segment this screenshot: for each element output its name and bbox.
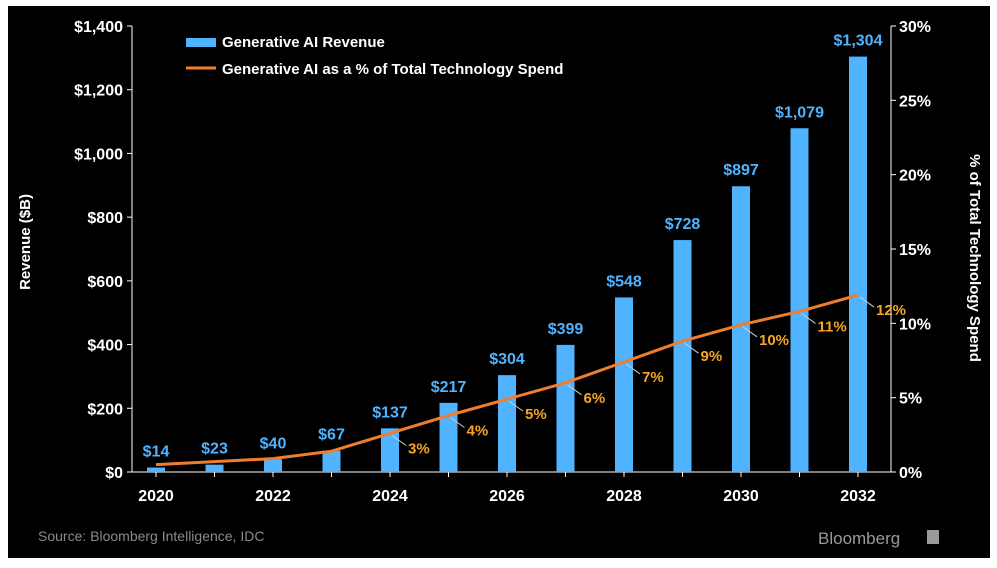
bar [732,186,750,472]
y-tick-label-right: 30% [899,19,931,36]
bar-value-label: $548 [606,273,642,290]
bar-value-label: $304 [489,351,525,368]
x-tick-label: 2020 [138,488,174,505]
bar-value-label: $67 [318,427,345,444]
pct-label-leader [742,326,758,338]
bar [381,428,399,472]
chart-svg: Revenue ($B) % of Total Technology Spend… [17,19,983,548]
pct-value-label: 11% [818,318,847,335]
y-tick-label-left: $600 [87,274,123,291]
pct-label-leader [391,434,407,446]
x-tick-label: 2030 [723,488,759,505]
bar [498,375,516,472]
legend: Generative AI Revenue Generative AI as a… [186,34,563,78]
y-axis-title-right: % of Total Technology Spend [966,154,983,362]
y-tick-label-right: 5% [899,391,922,408]
bar [673,240,692,472]
pct-label-leader [625,363,641,375]
y-axis-title-left: Revenue ($B) [17,194,34,290]
pct-value-label: 6% [584,390,606,407]
y-tick-label-left: $1,400 [74,19,123,36]
bar [790,128,809,473]
bar-value-label: $1,304 [834,33,883,50]
x-tick-label: 2022 [255,488,291,505]
source-note: Source: Bloomberg Intelligence, IDC [38,528,264,544]
bloomberg-logo: Bloomberg [818,529,939,548]
bar-value-label: $14 [143,444,170,461]
bar-value-label: $897 [723,162,759,179]
pct-label-leader [508,400,524,412]
x-tick-label: 2026 [489,488,525,505]
brand-mark-icon [927,530,939,544]
y-tick-label-right: 15% [899,242,931,259]
pct-value-label: 4% [467,423,489,440]
legend-label-pct: Generative AI as a % of Total Technology… [222,61,563,78]
pct-label-leader [859,296,875,308]
y-tick-label-left: $0 [105,465,123,482]
legend-label-revenue: Generative AI Revenue [222,34,385,51]
y-tick-label-right: 25% [899,93,931,110]
brand-name: Bloomberg [818,529,900,548]
chart-frame: Revenue ($B) % of Total Technology Spend… [8,6,990,558]
bar [322,450,341,472]
y-tick-label-left: $1,000 [74,146,123,163]
bar-value-label: $1,079 [775,104,824,121]
bar [147,467,165,472]
pct-value-label: 12% [876,302,906,319]
bar [615,297,633,472]
bar [556,344,575,472]
y-tick-label-right: 20% [899,168,931,185]
x-tick-label: 2028 [606,488,642,505]
y-tick-label-left: $400 [87,338,123,355]
y-tick-label-left: $200 [87,401,123,418]
legend-swatch-revenue [186,38,216,47]
bar-value-label: $399 [548,321,584,338]
bar-value-label: $137 [372,404,408,421]
plot-area: $0 $200 $400 $600 $800 $1,000 $1,200 $1,400 0% 5%… [74,19,931,505]
y-tick-label-left: $800 [87,210,123,227]
bar-value-label: $23 [201,441,228,458]
pct-label-leader [450,417,465,428]
bar [264,459,282,472]
bar-value-label: $40 [260,435,287,452]
pct-label-leader [567,384,582,396]
pct-value-label: 5% [525,406,547,423]
pct-value-label: 9% [701,348,723,365]
pct-label-leader [684,342,699,354]
y-tick-label-left: $1,200 [74,83,123,100]
bar [439,402,458,472]
pct-value-label: 7% [642,369,664,386]
x-tick-label: 2032 [840,488,876,505]
pct-label-leader [801,313,816,324]
bar-value-label: $217 [431,379,467,396]
y-tick-label-right: 0% [899,465,922,482]
pct-value-label: 3% [408,440,430,457]
pct-line [155,293,859,467]
bar [205,464,224,472]
x-tick-label: 2024 [372,488,408,505]
y-tick-label-right: 10% [899,316,931,333]
bar-value-label: $728 [665,216,701,233]
bar [849,56,867,472]
pct-value-label: 10% [759,332,789,349]
